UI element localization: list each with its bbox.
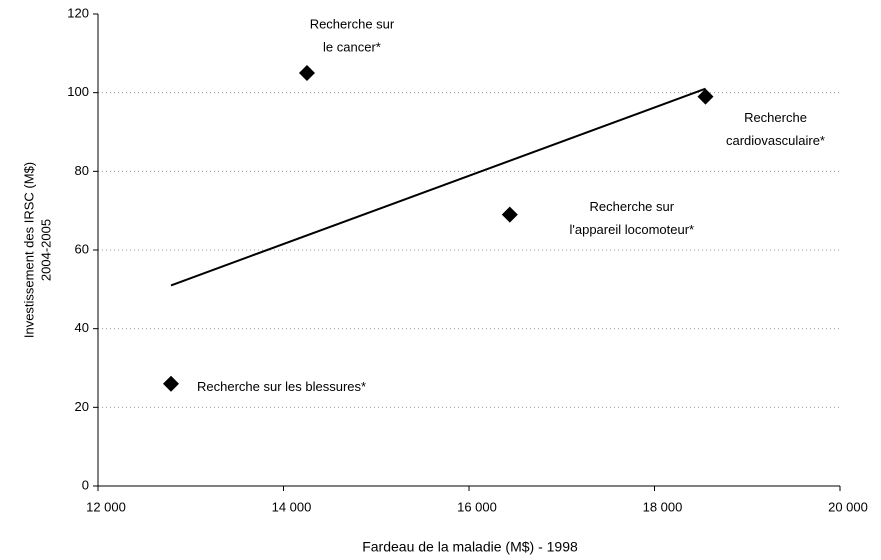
point-label: l'appareil locomoteur* (570, 222, 695, 237)
y-axis-label: 2004-2005 (38, 219, 53, 281)
y-tick-label: 100 (67, 84, 89, 99)
y-axis-label: Investissement des IRSC (M$) (21, 162, 36, 338)
y-tick-label: 120 (67, 5, 89, 20)
y-tick-label: 60 (75, 241, 89, 256)
x-tick-label: 20 000 (828, 499, 868, 514)
x-axis-label: Fardeau de la maladie (M$) - 1998 (362, 539, 578, 555)
y-tick-label: 0 (82, 477, 89, 492)
trend-line (170, 87, 706, 287)
x-tick-label: 16 000 (457, 499, 497, 514)
point (298, 65, 315, 81)
point (162, 375, 179, 392)
point-label: Recherche sur (590, 199, 675, 214)
point (697, 88, 714, 105)
y-tick-label: 20 (75, 399, 89, 414)
x-tick-label: 14 000 (272, 499, 312, 514)
x-tick-label: 12 000 (86, 499, 126, 514)
point-label: cardiovasculaire* (726, 133, 825, 148)
point-label: Recherche sur (310, 16, 395, 31)
point-label: le cancer* (323, 39, 381, 54)
x-tick-label: 18 000 (643, 499, 683, 514)
point (501, 206, 518, 223)
point-label: Recherche (744, 110, 807, 125)
point-label: Recherche sur les blessures* (197, 379, 366, 394)
y-tick-label: 80 (75, 163, 89, 178)
y-tick-label: 40 (75, 320, 89, 335)
